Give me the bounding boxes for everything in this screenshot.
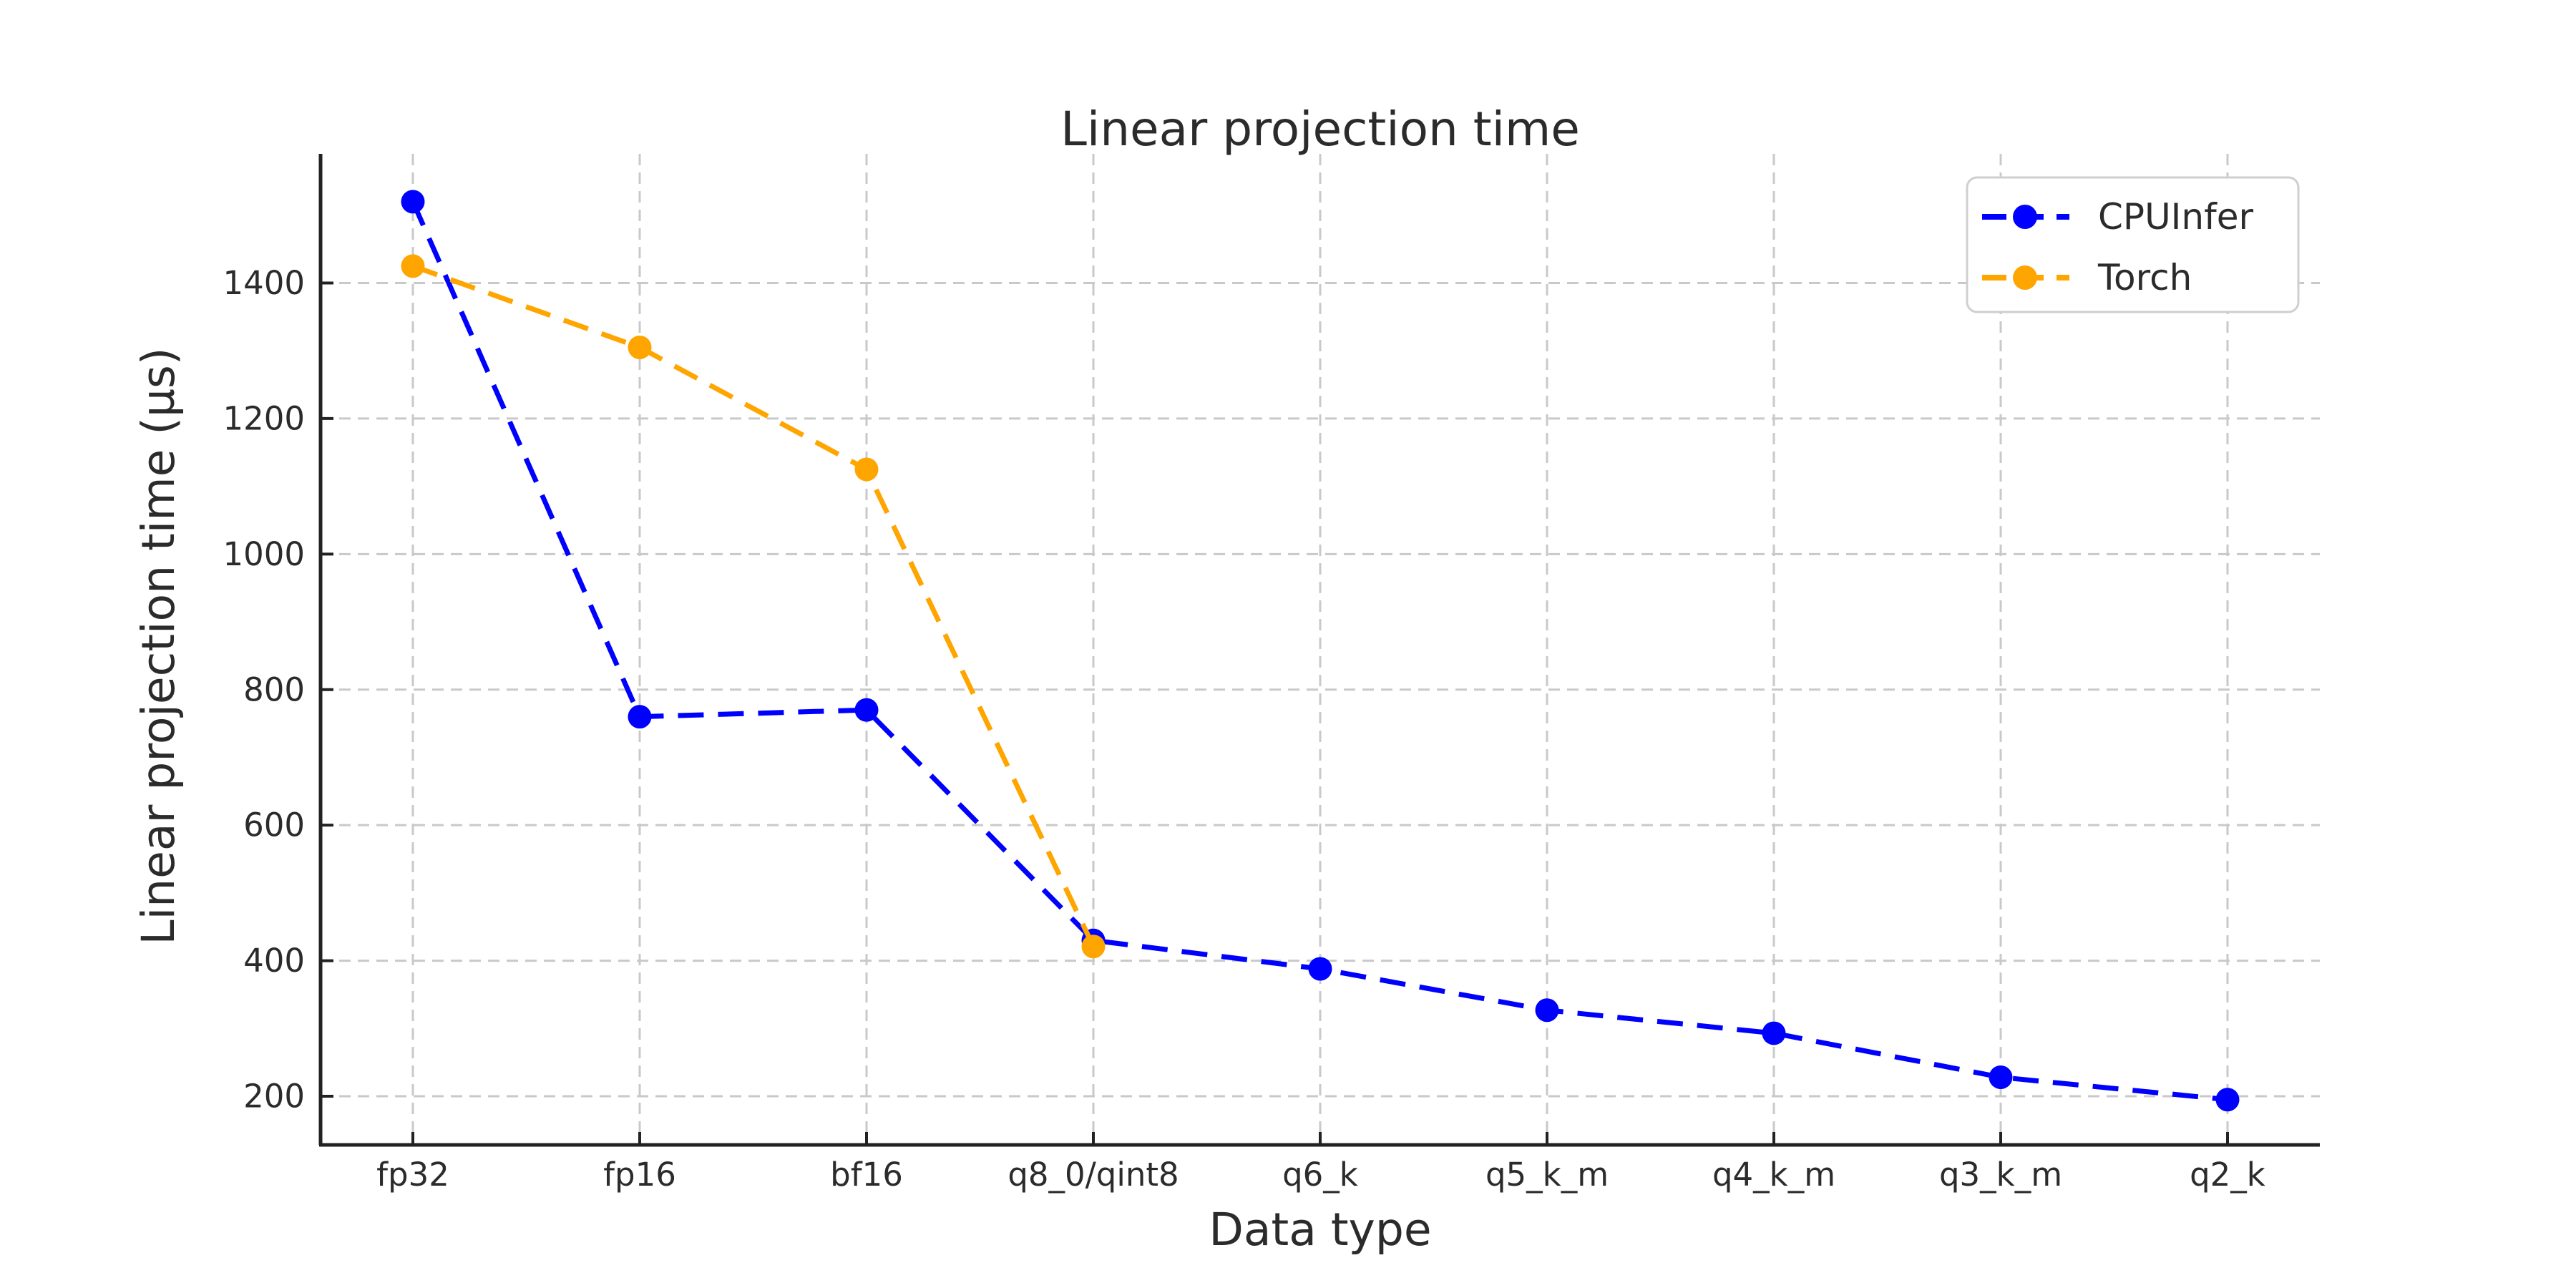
y-tick-label: 1400 (223, 264, 305, 302)
x-tick-label: q4_k_m (1712, 1156, 1835, 1194)
data-point-CPUInfer (1535, 998, 1559, 1023)
data-point-Torch (1081, 935, 1106, 959)
y-axis-label: Linear projection time (µs) (132, 348, 185, 945)
y-tick-label: 600 (243, 806, 305, 844)
data-point-CPUInfer (1762, 1021, 1786, 1045)
data-point-CPUInfer (1308, 957, 1332, 981)
data-point-CPUInfer (401, 190, 425, 214)
x-tick-label: q2_k (2190, 1156, 2265, 1194)
data-point-Torch (854, 457, 879, 482)
data-point-Torch (401, 254, 425, 278)
data-point-CPUInfer (1989, 1065, 2013, 1090)
x-tick-label: q6_k (1282, 1156, 1358, 1194)
data-point-CPUInfer (2215, 1088, 2240, 1112)
x-axis-label: Data type (1209, 1204, 1431, 1256)
legend-marker-torch-icon (2013, 265, 2037, 290)
series-layer (401, 190, 2240, 1112)
series-line-Torch (411, 263, 1096, 948)
x-tick-label: q3_k_m (1939, 1156, 2062, 1194)
x-tick-label: q5_k_m (1485, 1156, 1609, 1194)
data-point-CPUInfer (854, 698, 879, 722)
legend-label-cpuinfer: CPUInfer (2098, 196, 2253, 238)
y-tick-label: 1000 (223, 535, 305, 573)
y-tick-label: 200 (243, 1078, 305, 1116)
legend-box (1966, 176, 2300, 313)
data-point-Torch (628, 335, 652, 359)
legend-item-torch: Torch (1982, 257, 2192, 298)
y-tick-label: 800 (243, 670, 305, 708)
legend-item-cpuinfer: CPUInfer (1982, 196, 2253, 238)
x-tick-label: bf16 (830, 1156, 903, 1194)
x-tick-label: fp32 (376, 1156, 449, 1194)
x-tick-label: fp16 (603, 1156, 676, 1194)
legend: CPUInfer Torch (1966, 176, 2300, 313)
data-point-CPUInfer (628, 705, 652, 729)
x-tick-label: q8_0/qint8 (1008, 1156, 1179, 1194)
y-tick-label: 1200 (223, 399, 305, 437)
y-tick-label: 400 (243, 942, 305, 980)
chart-title: Linear projection time (1060, 102, 1580, 157)
legend-marker-cpuinfer-icon (2013, 205, 2037, 229)
axes: 200 400 600 800 1000 1200 1400 fp32 fp16 bf16 q8_0… (223, 154, 2320, 1194)
legend-label-torch: Torch (2097, 257, 2192, 298)
